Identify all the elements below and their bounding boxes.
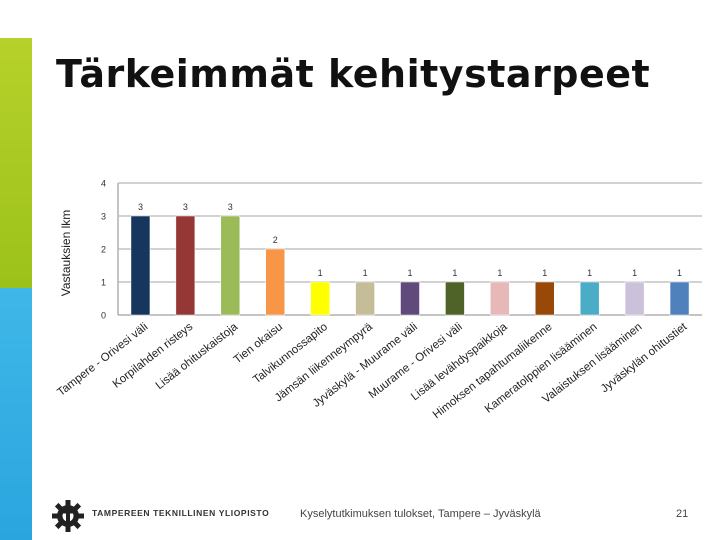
bar	[535, 281, 555, 316]
bar	[624, 281, 645, 316]
bar	[265, 248, 285, 316]
data-label: 1	[318, 268, 323, 278]
bar	[490, 281, 510, 316]
x-tick-label: Jyväskylän ohitustiet	[599, 320, 690, 395]
x-tick-label: Korpilahden risteys	[111, 321, 196, 391]
data-label: 1	[542, 268, 547, 278]
data-label: 1	[407, 268, 412, 278]
page-number: 21	[676, 508, 689, 520]
green-accent-bar	[0, 38, 32, 288]
y-tick-label: 0	[101, 311, 106, 321]
bar	[130, 215, 151, 316]
data-label: 3	[183, 202, 188, 212]
bar	[355, 281, 375, 316]
y-tick-label: 3	[101, 212, 106, 222]
y-tick-label: 4	[101, 179, 106, 189]
x-tick-label: Talvikunnossapito	[251, 321, 330, 386]
x-tick-label: Lisää ohituskaistoja	[154, 321, 241, 393]
data-label: 1	[632, 268, 637, 278]
y-tick-label: 2	[101, 245, 106, 255]
data-label: 1	[452, 268, 457, 278]
bar	[220, 215, 241, 316]
bar	[579, 281, 600, 316]
data-label: 1	[363, 268, 368, 278]
bar	[445, 281, 465, 316]
data-label: 2	[273, 235, 278, 245]
bar	[175, 215, 196, 316]
bar	[310, 281, 330, 316]
bar	[400, 281, 420, 316]
blue-accent-bar	[0, 288, 32, 540]
data-label: 1	[497, 268, 502, 278]
y-axis-title: Vastauksien lkm	[59, 210, 73, 296]
x-tick-label: Tampere - Orivesi väli	[56, 321, 150, 399]
bar	[669, 281, 690, 316]
data-label: 1	[587, 268, 592, 278]
data-label: 1	[677, 268, 682, 278]
y-tick-label: 1	[101, 278, 106, 288]
slide-title: Tärkeimmät kehitystarpeet	[56, 52, 651, 96]
data-label: 3	[138, 202, 143, 212]
footer-caption: Kyselytutkimuksen tulokset, Tampere – Jy…	[300, 508, 541, 520]
data-label: 3	[228, 202, 233, 212]
tut-gear-logo-icon	[52, 500, 84, 532]
bar-chart: 0 1 2 3 4 3 3 3 2 1 1 1 1 1 1 1 1 1 Tampere - Orivesi vä…	[56, 179, 702, 421]
footer-organization: TAMPEREEN TEKNILLINEN YLIOPISTO	[92, 508, 270, 518]
